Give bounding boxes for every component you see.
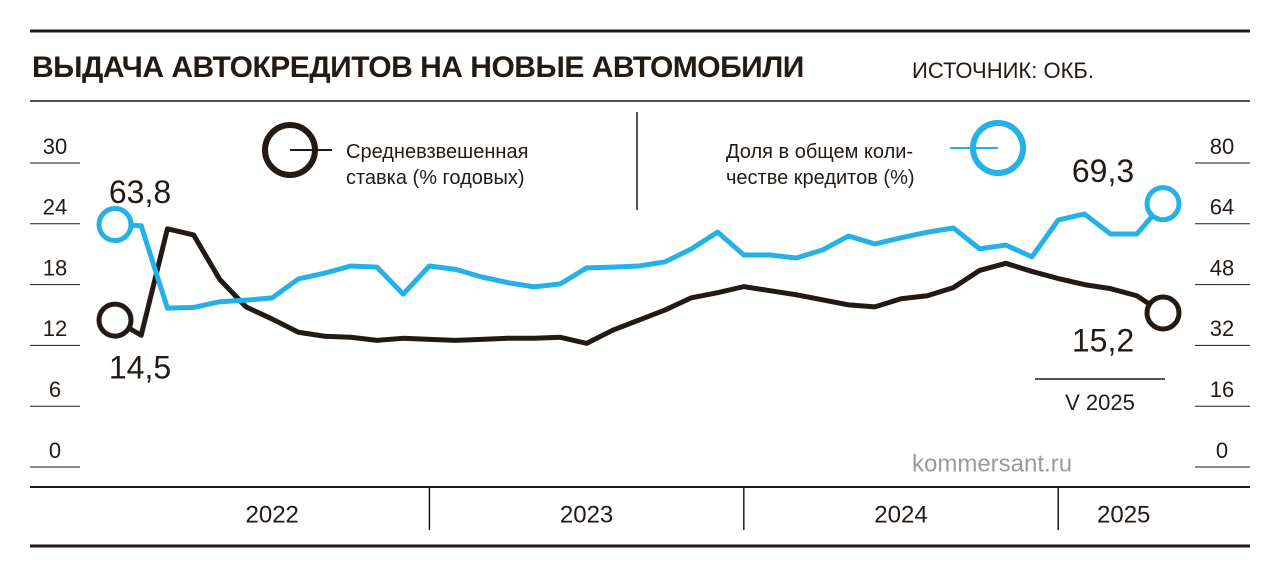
y2-tick-label: 32: [1210, 316, 1234, 341]
legend-label: Доля в общем коли- честве кредитов (%): [726, 141, 915, 189]
y2-tick-label: 64: [1210, 195, 1234, 220]
y-tick-label: 30: [43, 134, 67, 159]
y-tick-label: 6: [49, 377, 61, 402]
value-label: 14,5: [109, 350, 171, 386]
y2-tick-label: 0: [1216, 438, 1228, 463]
end-marker: [96, 301, 134, 339]
value-label: 15,2: [1072, 322, 1134, 358]
series-line: [114, 202, 1165, 311]
y-tick-label: 24: [43, 195, 67, 220]
value-label: 69,3: [1072, 153, 1134, 189]
y-tick-label: 0: [49, 438, 61, 463]
chart-title: ВЫДАЧА АВТОКРЕДИТОВ НА НОВЫЕ АВТОМОБИЛИ: [32, 51, 804, 84]
x-group-label: 2023: [560, 501, 613, 528]
watermark: kommersant.ru: [912, 450, 1072, 477]
x-group-label: 2024: [874, 501, 927, 528]
y-tick-label: 12: [43, 316, 67, 341]
y2-tick-label: 80: [1210, 134, 1234, 159]
x-group-label: 2025: [1097, 501, 1150, 528]
end-marker: [1144, 294, 1182, 332]
value-label: 63,8: [109, 174, 171, 210]
y-tick-label: 18: [43, 255, 67, 280]
end-marker: [96, 206, 134, 244]
legend-label: Средневзвешенная ставка (% годовых): [346, 141, 529, 189]
y2-tick-label: 16: [1210, 377, 1234, 402]
annotation: V 2025: [1065, 390, 1135, 415]
source: ИСТОЧНИК: ОКБ.: [912, 58, 1094, 83]
y2-tick-label: 48: [1210, 255, 1234, 280]
series-line: [113, 226, 1165, 346]
end-marker: [1144, 185, 1182, 223]
x-group-label: 2022: [246, 501, 299, 528]
